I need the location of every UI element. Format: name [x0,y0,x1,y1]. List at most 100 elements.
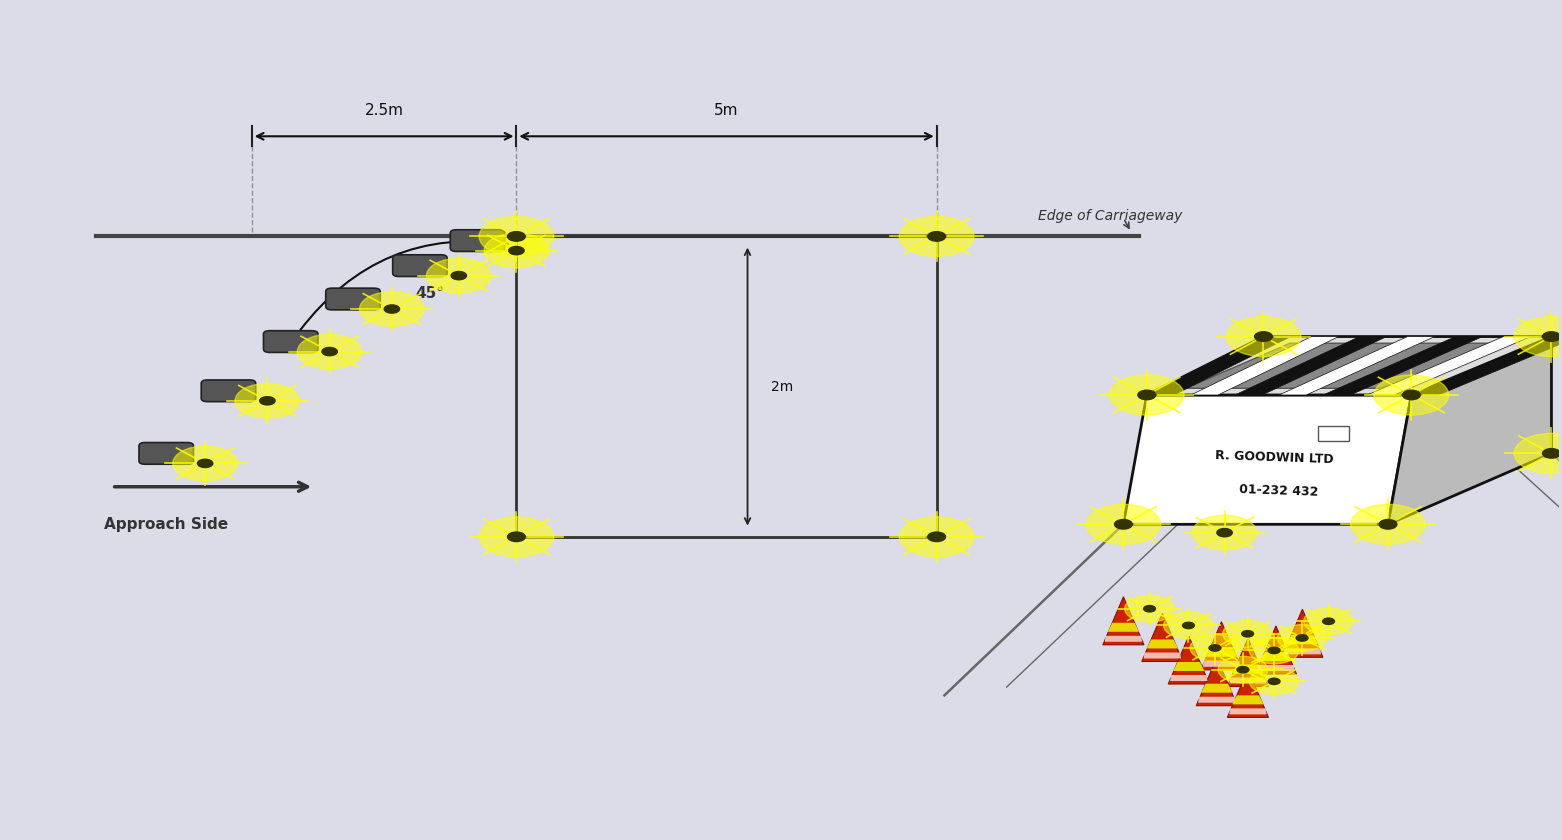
Circle shape [1296,635,1307,641]
Polygon shape [1123,395,1412,524]
Circle shape [1543,332,1560,341]
Polygon shape [1203,661,1240,667]
Text: Approach Side: Approach Side [105,517,228,532]
Polygon shape [1367,337,1531,395]
Circle shape [1304,608,1353,634]
Circle shape [384,305,400,313]
Circle shape [1514,433,1562,474]
FancyBboxPatch shape [264,331,319,353]
Bar [517,236,937,537]
Circle shape [1375,375,1448,415]
Polygon shape [1190,337,1339,395]
Circle shape [1192,515,1257,550]
Polygon shape [1103,596,1143,645]
FancyBboxPatch shape [450,230,505,251]
Circle shape [359,291,425,327]
Polygon shape [1143,653,1181,659]
Circle shape [1182,622,1195,628]
FancyBboxPatch shape [139,443,194,465]
Polygon shape [1168,636,1209,684]
Circle shape [1226,317,1301,357]
Polygon shape [1228,638,1268,686]
Text: Edge of Carriageway: Edge of Carriageway [1037,208,1182,223]
Circle shape [1143,606,1156,612]
Polygon shape [1287,635,1318,644]
Polygon shape [1261,652,1292,661]
Circle shape [1268,678,1279,685]
Circle shape [1323,618,1334,624]
Circle shape [1164,612,1214,638]
Polygon shape [1257,665,1295,671]
Circle shape [1109,375,1184,415]
Polygon shape [1232,664,1264,674]
Circle shape [297,334,362,369]
Polygon shape [1389,337,1551,524]
Polygon shape [1323,337,1482,395]
Circle shape [1250,637,1300,664]
Circle shape [1543,449,1560,458]
Circle shape [197,459,212,468]
Text: 2.5m: 2.5m [364,103,403,118]
Circle shape [1190,634,1240,661]
Circle shape [1086,504,1161,544]
Circle shape [173,446,237,480]
Polygon shape [1256,626,1296,674]
Text: 2m: 2m [772,380,793,394]
Circle shape [234,383,300,418]
Circle shape [1242,631,1254,637]
Text: 5m: 5m [714,103,739,118]
Circle shape [900,517,975,557]
Circle shape [1514,317,1562,357]
Circle shape [1250,668,1300,695]
Circle shape [1218,656,1268,683]
Polygon shape [1412,337,1562,395]
Polygon shape [1236,337,1387,395]
Circle shape [1223,621,1273,647]
Circle shape [1217,528,1232,537]
Polygon shape [1173,662,1204,671]
Circle shape [1237,666,1250,673]
Circle shape [928,532,945,542]
Polygon shape [1282,609,1323,658]
Bar [1318,426,1350,441]
Polygon shape [1186,344,1504,388]
FancyBboxPatch shape [326,288,380,310]
Circle shape [1379,520,1396,529]
Circle shape [322,348,337,355]
Circle shape [1125,596,1175,622]
Polygon shape [1104,636,1142,642]
Circle shape [900,217,975,256]
Polygon shape [1279,337,1435,395]
Circle shape [1351,504,1426,544]
Polygon shape [1201,684,1232,693]
Circle shape [1278,625,1328,651]
Circle shape [1254,332,1273,341]
Text: 01-232 432: 01-232 432 [1239,483,1318,499]
Polygon shape [1147,337,1551,395]
Circle shape [259,396,275,405]
Circle shape [480,517,555,557]
Circle shape [426,258,490,293]
Circle shape [508,532,525,542]
Text: 45°: 45° [415,286,444,301]
Polygon shape [1206,648,1237,657]
Circle shape [484,234,548,268]
Circle shape [928,232,945,241]
Circle shape [480,217,555,256]
Polygon shape [1170,675,1207,681]
Circle shape [1268,648,1279,654]
Polygon shape [1142,613,1182,661]
Polygon shape [1201,622,1242,669]
Circle shape [1403,391,1420,400]
Circle shape [451,271,467,280]
Polygon shape [1107,622,1139,632]
Polygon shape [1196,658,1237,706]
FancyBboxPatch shape [392,255,447,276]
Circle shape [508,232,525,241]
Text: R. GOODWIN LTD: R. GOODWIN LTD [1215,449,1334,466]
Polygon shape [1198,696,1236,703]
Polygon shape [1147,639,1178,648]
Circle shape [1209,645,1221,651]
Polygon shape [1147,337,1290,395]
Polygon shape [1229,708,1267,714]
